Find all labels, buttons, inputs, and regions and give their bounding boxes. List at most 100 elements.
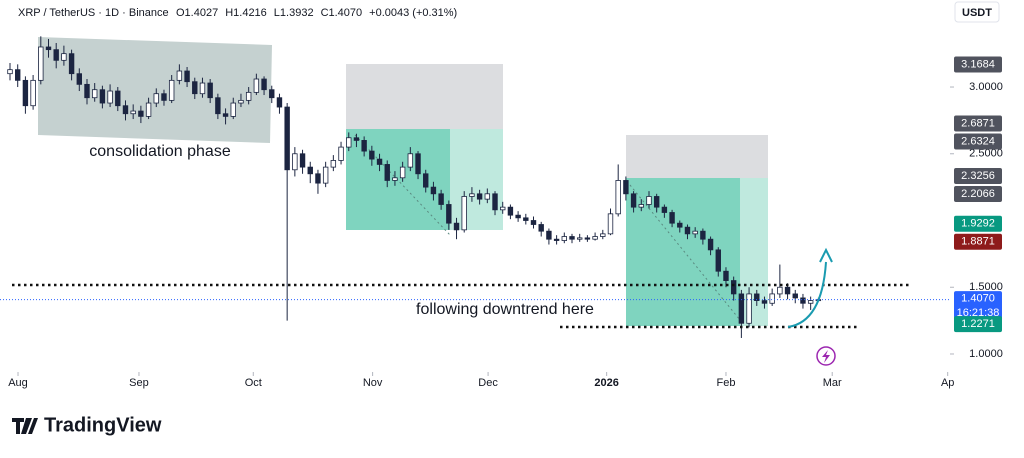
annotation-layer: [38, 37, 768, 326]
candle-body: [346, 137, 352, 148]
candle-body: [584, 237, 591, 240]
candle-body: [138, 110, 144, 117]
candle-body: [361, 140, 367, 152]
candle-body: [338, 146, 344, 161]
candle-body: [476, 193, 483, 200]
candle-body: [292, 153, 298, 171]
candle-body: [438, 193, 444, 205]
target-zone: [626, 135, 768, 178]
candle-body: [99, 89, 106, 104]
logo: TradingView: [12, 414, 162, 436]
candle-body: [600, 233, 606, 237]
y-tick-label: 1.0000: [969, 348, 1003, 360]
candle-body: [84, 83, 90, 99]
ohlc-value: C1.4070: [321, 7, 363, 19]
candle-body: [7, 69, 13, 75]
candle-body: [407, 153, 414, 168]
x-tick-label: 2026: [594, 377, 618, 389]
symbol: XRP / TetherUS · 1D · Binance: [18, 7, 169, 19]
candle-body: [530, 220, 537, 225]
position-zone: [740, 178, 768, 326]
candle-body: [269, 89, 275, 99]
candle-body: [145, 102, 152, 117]
candle-body: [723, 270, 729, 281]
candle-body: [130, 110, 136, 115]
currency: USDT: [962, 7, 992, 19]
position-zone: [626, 178, 740, 326]
candle-body: [754, 293, 760, 301]
price-tag-label: 2.3256: [961, 170, 995, 182]
candle-body: [469, 193, 475, 197]
candle-body: [577, 237, 583, 240]
annotation: following downtrend here: [416, 301, 594, 318]
candle-body: [261, 78, 267, 91]
x-tick-label: Oct: [245, 377, 262, 389]
candle-body: [45, 46, 52, 51]
price-tag: [954, 215, 1002, 232]
price-tag: [954, 133, 1002, 150]
candle-body: [430, 186, 437, 195]
candle-body: [700, 230, 706, 240]
candle-body: [253, 78, 260, 93]
candle-body: [484, 193, 491, 200]
candle-body: [22, 79, 29, 107]
candle-body: [38, 46, 44, 81]
target-zone: [346, 64, 503, 129]
candle-body: [315, 173, 321, 184]
candle-body: [792, 293, 798, 299]
candle-body: [461, 196, 467, 231]
candle-body: [646, 196, 652, 205]
candle-body: [91, 89, 98, 99]
candle-body: [284, 106, 290, 171]
candle-body: [546, 230, 552, 240]
price-tag-label: 2.6324: [961, 135, 995, 147]
candle-body: [307, 166, 313, 175]
candle-body: [222, 113, 229, 117]
price-tag: [954, 167, 1002, 184]
candle-body: [677, 222, 683, 228]
x-tick-label: Ap: [941, 377, 954, 389]
candle-body: [61, 53, 67, 61]
candle-body: [330, 160, 337, 168]
candle-body: [115, 90, 121, 107]
currency-box[interactable]: [954, 1, 1000, 23]
event-icon-bolt: [822, 350, 830, 363]
candle-body: [168, 79, 175, 101]
candle-body: [199, 82, 206, 95]
candle-body: [515, 214, 521, 219]
candle-body: [192, 81, 198, 95]
candle-body: [500, 206, 506, 211]
candle-body: [507, 206, 514, 216]
candle-body: [715, 249, 721, 272]
ohlc-value: +0.0043 (+0.31%): [369, 7, 457, 19]
price-tag: [954, 291, 1002, 322]
candle-body: [276, 97, 283, 108]
candle-body: [784, 286, 791, 295]
candle-body: [607, 213, 614, 235]
ohlc-value: L1.3932: [274, 7, 314, 19]
candle-body: [777, 286, 783, 295]
candle-body: [207, 82, 213, 99]
candle-body: [238, 99, 244, 104]
candle-body: [538, 224, 544, 232]
price-tag: [954, 233, 1002, 250]
candle-body: [661, 206, 668, 213]
price-tag: [954, 185, 1002, 202]
candle-body: [415, 153, 421, 175]
candle-body: [569, 236, 575, 240]
ohlc-value: H1.4216: [225, 7, 267, 19]
candle-body: [369, 150, 375, 160]
price-tag: [954, 56, 1002, 73]
x-tick-label: Mar: [823, 377, 842, 389]
candle-body: [30, 79, 36, 107]
overlay: consolidation phase following downtrend …: [12, 143, 912, 366]
candle-body: [769, 293, 775, 304]
price-tag-label: 1.4070: [961, 293, 995, 305]
arrow-head: [819, 247, 833, 263]
candle-body: [800, 297, 806, 304]
candle-body: [68, 53, 75, 75]
ohlc-value: O1.4027: [176, 7, 218, 19]
candle-body: [615, 180, 621, 215]
candle-body: [592, 236, 598, 240]
